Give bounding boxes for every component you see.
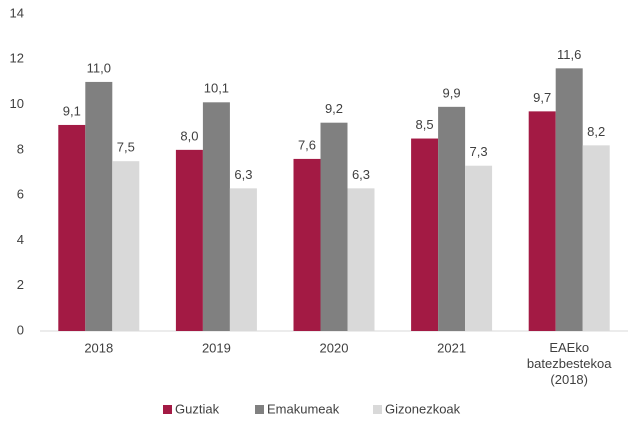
bar <box>229 188 257 331</box>
bar <box>438 106 466 331</box>
data-label: 9,9 <box>443 85 461 100</box>
bar <box>112 161 140 331</box>
data-label: 6,3 <box>352 167 370 182</box>
bar <box>202 102 230 331</box>
y-tick-label: 0 <box>17 322 24 337</box>
bar <box>58 124 86 331</box>
data-label: 7,6 <box>298 137 316 152</box>
data-label: 7,3 <box>470 144 488 159</box>
data-label: 8,0 <box>180 128 198 143</box>
x-tick-label: 2019 <box>202 340 231 355</box>
bar <box>555 68 583 331</box>
legend-swatch <box>163 405 172 414</box>
y-tick-label: 8 <box>17 141 24 156</box>
legend-label: Emakumeak <box>267 401 340 416</box>
data-label: 9,2 <box>325 101 343 116</box>
bar <box>528 111 556 331</box>
y-tick-label: 10 <box>10 96 24 111</box>
x-tick-label: 2020 <box>320 340 349 355</box>
x-tick-label: 2021 <box>437 340 466 355</box>
bar <box>320 122 348 331</box>
data-label: 8,2 <box>587 124 605 139</box>
y-tick-label: 12 <box>10 51 24 66</box>
y-tick-label: 6 <box>17 187 24 202</box>
y-tick-label: 2 <box>17 277 24 292</box>
bar <box>465 165 493 331</box>
x-tick-label: EAEko batezbestekoa (2018) <box>527 340 612 387</box>
y-tick-label: 14 <box>10 5 24 20</box>
y-tick-label: 4 <box>17 232 24 247</box>
data-label: 10,1 <box>204 81 229 96</box>
x-tick-label: 2018 <box>84 340 113 355</box>
data-label: 9,1 <box>63 103 81 118</box>
legend-swatch <box>255 405 264 414</box>
bar <box>85 81 113 331</box>
data-label: 11,6 <box>557 47 581 62</box>
data-label: 6,3 <box>234 167 252 182</box>
bar <box>347 188 375 331</box>
data-label: 11,0 <box>87 60 111 75</box>
data-label: 8,5 <box>416 117 434 132</box>
bar <box>175 149 203 331</box>
legend-label: Guztiak <box>175 401 220 416</box>
data-label: 9,7 <box>533 90 551 105</box>
bar <box>411 138 439 331</box>
legend-label: Gizonezkoak <box>385 401 461 416</box>
data-label: 7,5 <box>117 140 135 155</box>
legend-swatch <box>373 405 382 414</box>
bar <box>582 145 610 331</box>
bar <box>293 158 321 331</box>
